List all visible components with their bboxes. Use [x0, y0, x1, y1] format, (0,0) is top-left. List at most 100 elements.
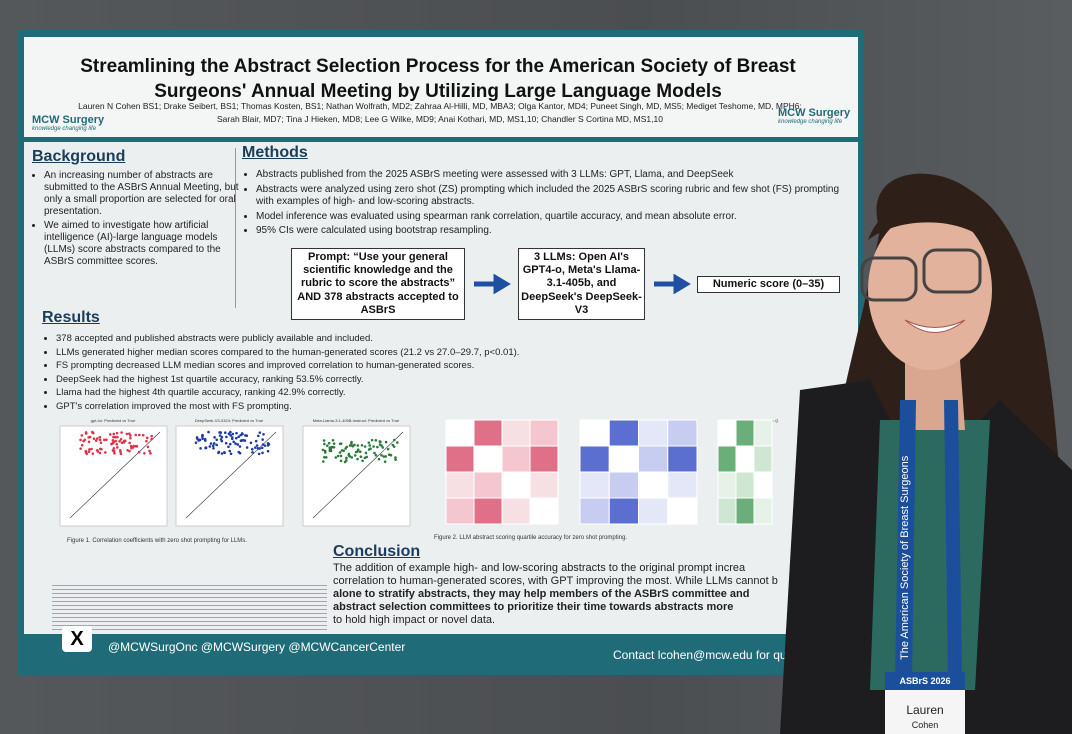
- affiliations: [52, 582, 327, 630]
- scatter-dot: [323, 442, 326, 446]
- scatter-dot: [370, 438, 374, 442]
- scatter-dot: [348, 444, 352, 447]
- flow-box: Numeric score (0–35): [697, 276, 840, 293]
- scatter-dot: [95, 437, 99, 440]
- scatter-dot: [354, 450, 358, 454]
- scatter-dot: [350, 441, 353, 445]
- scatter-dot: [254, 439, 258, 443]
- scatter-dot: [356, 457, 359, 461]
- scatter-dot: [88, 448, 91, 451]
- scatter-dot: [112, 446, 116, 450]
- arrow: [474, 274, 511, 294]
- scatter-dot: [83, 438, 87, 442]
- badge-name: Cohen: [912, 720, 939, 730]
- scatter-dot: [394, 458, 397, 461]
- scatter-dot: [237, 435, 241, 439]
- logo: MCW Surgery: [778, 107, 851, 119]
- scatter-dot: [118, 439, 121, 443]
- authors-line: Lauren N Cohen BS1; Drake Seibert, BS1; …: [78, 101, 802, 111]
- scatter-dot: [92, 437, 96, 440]
- scatter-dot: [228, 442, 232, 446]
- scatter-dot: [119, 452, 123, 456]
- bullet: An increasing number of abstracts are su…: [44, 170, 240, 218]
- scatter-dot: [321, 448, 325, 452]
- scatter-dot: [215, 438, 219, 442]
- scatter-dot: [262, 433, 265, 436]
- scatter-dot: [367, 441, 371, 444]
- scatter-dot: [150, 434, 153, 438]
- conclusion-line: The addition of example high- and low-sc…: [333, 562, 746, 574]
- scatter-dot: [150, 437, 153, 441]
- smile: [904, 319, 966, 333]
- hair-top: [868, 197, 995, 250]
- bullet: 95% CIs were calculated using bootstrap …: [256, 225, 856, 238]
- logo-right: MCW Surgery knowledge changing life: [778, 107, 850, 125]
- scatter-dot: [212, 442, 216, 445]
- scatter-dot: [87, 440, 91, 444]
- scatter-dot: [94, 439, 98, 442]
- scatter-dot: [114, 435, 117, 439]
- scatter-dot: [359, 455, 363, 458]
- scatter-dot: [377, 457, 381, 461]
- scatter-dot: [108, 433, 112, 436]
- bullet-list: An increasing number of abstracts are su…: [32, 170, 240, 270]
- scatter-dot: [360, 443, 364, 447]
- scatter-dot: [137, 450, 141, 454]
- scatter-dot: [266, 449, 270, 453]
- scatter-dot: [249, 441, 253, 445]
- conclusion-line: correlation to human-generated scores, w…: [333, 575, 778, 587]
- scatter-dot: [323, 451, 327, 454]
- arrow: [654, 274, 691, 294]
- heatmap-cell: [608, 445, 639, 473]
- scatter-dot: [95, 448, 99, 452]
- scatter-dot: [382, 455, 386, 458]
- scatter-dot: [239, 433, 242, 437]
- scatter-dot: [120, 431, 123, 434]
- scatter-dot: [372, 445, 375, 448]
- scatter-dot: [112, 435, 115, 439]
- authors: Lauren N Cohen BS1; Drake Seibert, BS1; …: [60, 100, 820, 126]
- badge-event: ASBrS 2026: [899, 676, 950, 686]
- title-line: Streamlining the Abstract Selection Proc…: [80, 56, 796, 77]
- scatter-dot: [129, 436, 132, 440]
- heatmap-cell: [579, 497, 610, 525]
- scatter-dot: [116, 435, 119, 439]
- lanyard: [895, 400, 916, 680]
- panel-title: DeepSeek-V3-0324: Predicted vs True: [195, 418, 264, 423]
- bullet: Model inference was evaluated using spea…: [256, 211, 856, 224]
- scatter-dot: [255, 444, 259, 447]
- scatter-dot: [207, 430, 210, 434]
- scatter-dot: [384, 455, 387, 458]
- scatter-dot: [91, 430, 94, 434]
- scatter-dot: [211, 444, 215, 448]
- scatter-dot: [394, 456, 397, 459]
- lanyard-text: The American Society of Breast Surgeons: [899, 455, 911, 660]
- scatter-dot: [378, 443, 382, 446]
- scatter-dot: [240, 432, 244, 435]
- heatmap-cell: [753, 497, 773, 525]
- scatter-dot: [261, 451, 264, 455]
- scatter-dot: [132, 444, 136, 448]
- scatter-dot: [98, 447, 102, 451]
- scatter-dot: [396, 441, 399, 444]
- glasses: [922, 248, 982, 294]
- scatter-dot: [220, 435, 224, 439]
- section-heading: Results: [42, 309, 100, 326]
- scatter-dot: [328, 449, 332, 453]
- scatter-dot: [321, 460, 325, 463]
- flow-box: Prompt: “Use your general scientific kno…: [291, 248, 465, 320]
- scatter-dot: [129, 444, 133, 448]
- scatter-dot: [87, 450, 91, 454]
- panel-title: Meta-Llama-3.1-405B-Instruct: Predicted …: [313, 418, 400, 423]
- scatter-dot: [112, 432, 116, 436]
- scatter-dot: [241, 438, 245, 442]
- scatter-dot: [261, 443, 265, 446]
- scatter-dot: [99, 441, 103, 445]
- heatmap-cell: [667, 445, 698, 473]
- social-handles: @MCWSurgOnc @MCWSurgery @MCWCancerCenter: [108, 640, 406, 654]
- conclusion-line: abstract selection committees to priorit…: [333, 601, 734, 613]
- heatmap-cell: [608, 471, 639, 499]
- scatter-dot: [338, 451, 342, 454]
- badge-name: Lauren: [906, 703, 943, 717]
